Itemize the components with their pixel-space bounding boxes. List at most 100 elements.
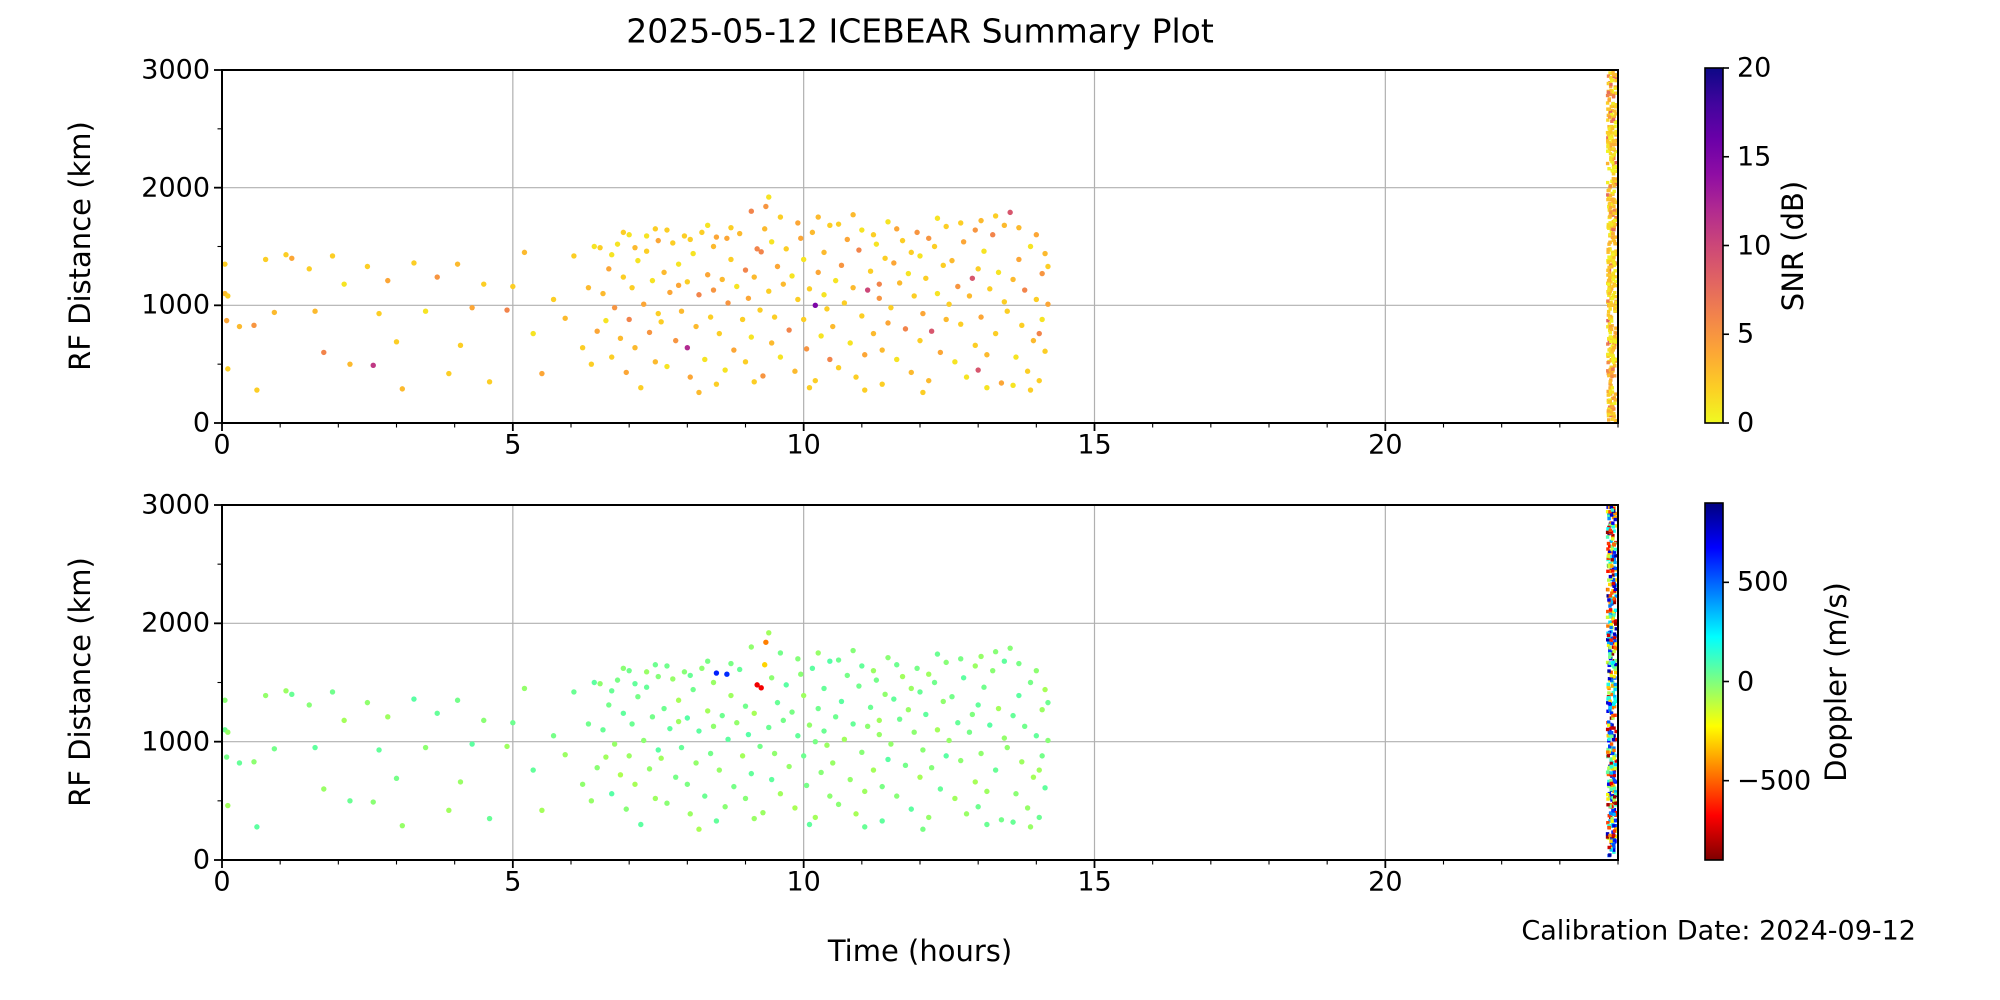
- stripe-point: [1606, 282, 1611, 286]
- scatter-point: [815, 214, 821, 220]
- stripe-point: [1608, 151, 1613, 156]
- stripe-point: [1610, 819, 1614, 823]
- scatter-point: [347, 361, 353, 367]
- scatter-point: [469, 741, 475, 747]
- stripe-point: [1606, 250, 1610, 254]
- scatter-point: [1027, 243, 1034, 250]
- scatter-point: [972, 227, 978, 233]
- snr-colorbar: [1704, 67, 1724, 424]
- scatter-point: [641, 301, 647, 307]
- y-tick-label: 1000: [141, 289, 210, 321]
- stripe-point: [1610, 805, 1614, 809]
- scatter-point: [824, 306, 830, 312]
- scatter-point: [870, 667, 877, 674]
- scatter-point: [1045, 301, 1051, 307]
- scatter-point: [707, 314, 714, 320]
- stripe-point: [1610, 837, 1614, 842]
- colorbar-tick-label: −500: [1737, 765, 1812, 797]
- scatter-point: [902, 326, 909, 332]
- stripe-point: [1609, 726, 1613, 730]
- stripe-point: [1607, 115, 1612, 119]
- stripe-point: [1609, 848, 1614, 852]
- scatter-point: [562, 315, 568, 321]
- stripe-point: [1609, 157, 1613, 162]
- scatter-point: [783, 246, 789, 252]
- stripe-point: [1607, 663, 1611, 668]
- stripe-point: [1611, 702, 1616, 707]
- stripe-point: [1608, 275, 1612, 280]
- scatter-point: [486, 379, 493, 385]
- scatter-point: [347, 798, 353, 804]
- x-tick-label: 15: [1077, 866, 1112, 898]
- stripe-point: [1605, 835, 1610, 839]
- scatter-point: [225, 802, 231, 809]
- scatter-point: [271, 746, 278, 752]
- stripe-point: [1614, 129, 1618, 134]
- scatter-point: [862, 387, 868, 393]
- scatter-point: [786, 763, 792, 770]
- stripe-point: [1612, 411, 1616, 416]
- scatter-point: [748, 644, 755, 650]
- scatter-point: [594, 328, 600, 334]
- scatter-point: [571, 253, 577, 259]
- stripe-point: [1605, 727, 1610, 732]
- scatter-point: [1033, 232, 1040, 238]
- x-tick-label: 20: [1368, 866, 1403, 898]
- stripe-point: [1614, 662, 1618, 667]
- scatter-point: [643, 684, 650, 690]
- scatter-point: [937, 786, 944, 792]
- scatter-point: [809, 665, 816, 671]
- stripe-point: [1610, 601, 1614, 606]
- scatter-point: [876, 281, 882, 287]
- scatter-point: [702, 356, 708, 363]
- scatter-point: [931, 243, 938, 250]
- scatter-point: [850, 284, 856, 291]
- scatter-point: [899, 673, 906, 680]
- stripe-point: [1613, 131, 1618, 135]
- stripe-point: [1611, 534, 1615, 538]
- scatter-point: [879, 818, 885, 824]
- stripe-point: [1607, 677, 1612, 681]
- stripe-point: [1610, 235, 1615, 240]
- scatter-point: [984, 788, 990, 795]
- scatter-point: [896, 716, 903, 722]
- scatter-point: [958, 220, 964, 226]
- scatter-point: [704, 708, 711, 714]
- scatter-point: [850, 212, 856, 218]
- scatter-point: [1036, 377, 1042, 384]
- stripe-point: [1610, 569, 1615, 573]
- x-tick-label: 10: [786, 866, 821, 898]
- stripe-point: [1613, 608, 1618, 612]
- stripe-point: [1606, 132, 1611, 137]
- scatter-point: [885, 219, 891, 225]
- scatter-point: [603, 754, 609, 760]
- scatter-point: [742, 703, 749, 709]
- scatter-point: [664, 663, 670, 669]
- scatter-point: [780, 281, 787, 287]
- stripe-point: [1612, 589, 1617, 593]
- stripe-point: [1606, 74, 1611, 78]
- stripe-point: [1614, 200, 1618, 204]
- scatter-point: [841, 736, 848, 742]
- stripe-point: [1606, 224, 1611, 228]
- scatter-point: [699, 665, 705, 671]
- y-tick-label: 3000: [141, 54, 210, 86]
- scatter-point: [434, 710, 440, 716]
- scatter-point: [289, 255, 295, 261]
- stripe-point: [1611, 616, 1615, 621]
- scatter-point: [469, 304, 475, 311]
- scatter-point: [1007, 209, 1013, 216]
- colorbar-tick-label: 20: [1737, 52, 1772, 84]
- stripe-point: [1611, 335, 1615, 340]
- stripe-point: [1614, 524, 1618, 528]
- stripe-point: [1608, 367, 1612, 372]
- stripe-point: [1605, 535, 1610, 539]
- doppler-scatter-points: [222, 630, 1051, 832]
- stripe-point: [1614, 737, 1618, 742]
- scatter-point: [655, 310, 661, 317]
- scatter-point: [952, 359, 958, 365]
- scatter-point: [664, 800, 670, 806]
- scatter-point: [745, 295, 752, 301]
- scatter-point: [632, 244, 638, 251]
- scatter-point: [777, 214, 784, 220]
